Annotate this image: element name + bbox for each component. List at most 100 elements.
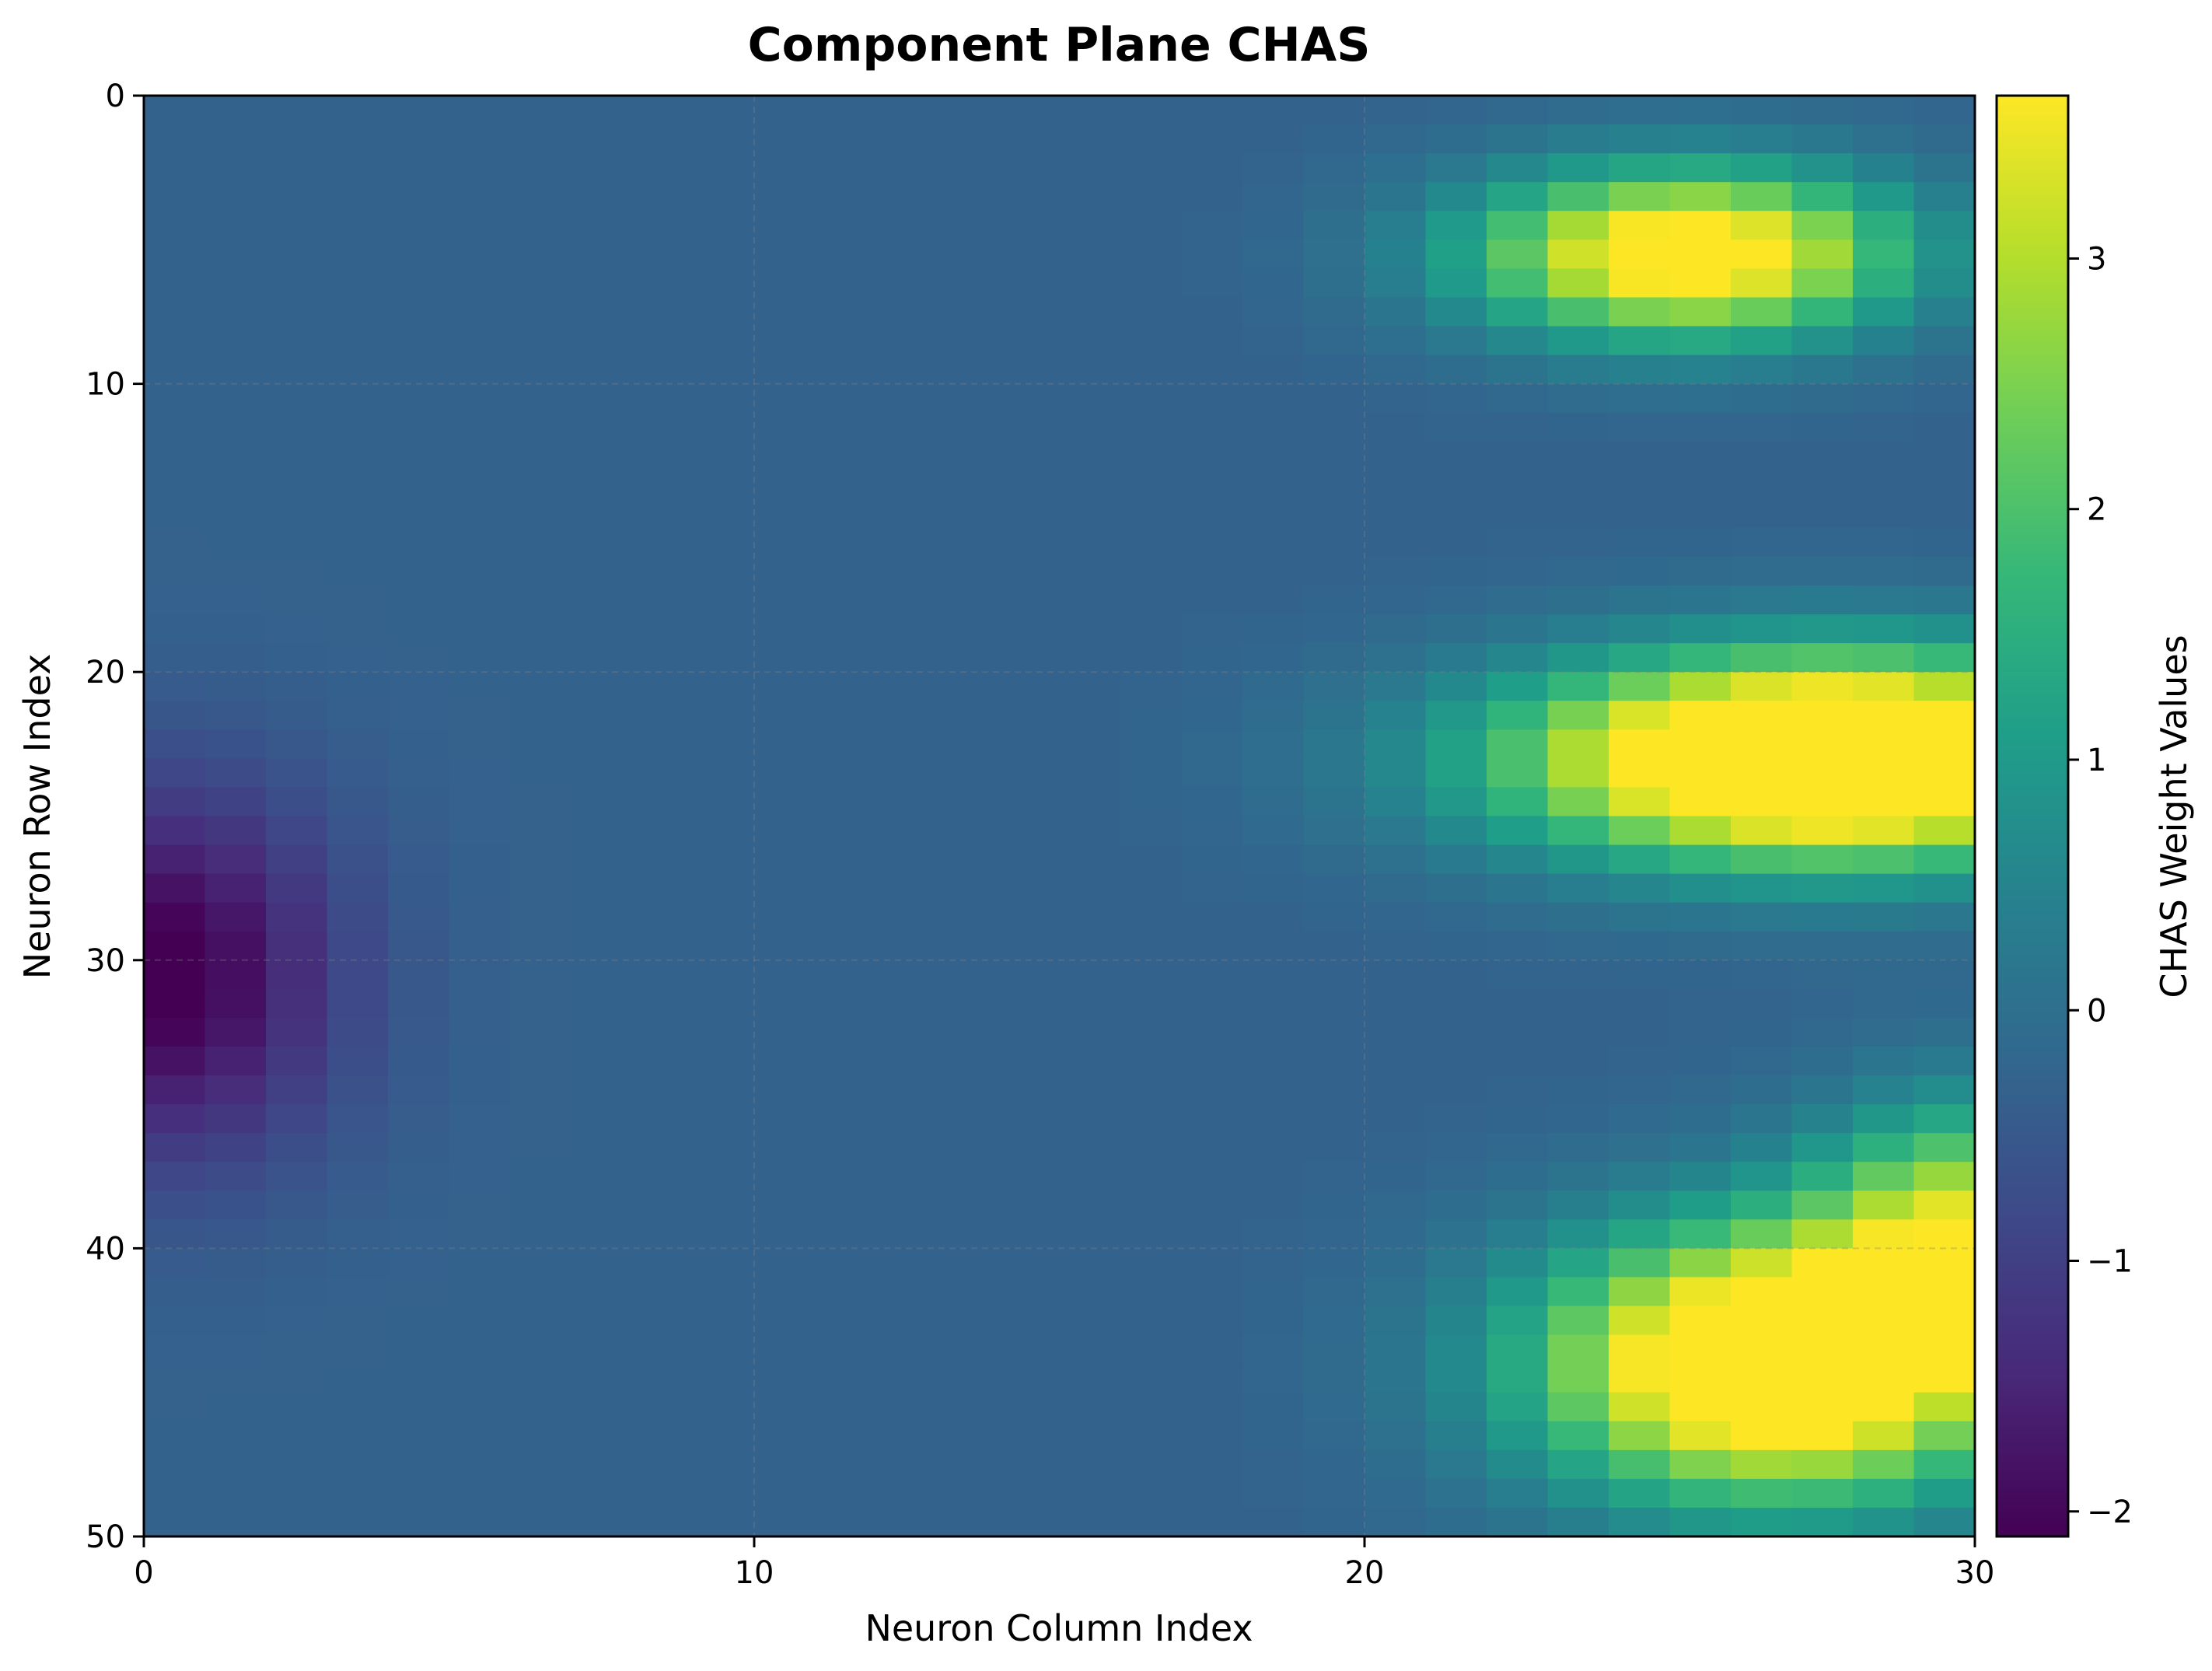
heatmap-cell: [1669, 1449, 1732, 1480]
heatmap-cell: [1731, 1277, 1793, 1307]
heatmap-cell: [1853, 1162, 1915, 1191]
heatmap-cell: [144, 960, 206, 990]
heatmap-cell: [144, 556, 206, 586]
heatmap-cell: [937, 1421, 999, 1451]
heatmap-cell: [1669, 153, 1732, 183]
heatmap-cell: [327, 902, 389, 932]
heatmap-cell: [937, 556, 999, 586]
heatmap-cell: [1242, 441, 1305, 471]
heatmap-cell: [815, 412, 877, 442]
heatmap-cell: [266, 844, 328, 875]
heatmap-cell: [1181, 1363, 1243, 1393]
heatmap-cell: [1242, 1392, 1305, 1422]
heatmap-cell: [1609, 931, 1671, 961]
heatmap-cell: [388, 1277, 450, 1307]
heatmap-cell: [1487, 988, 1549, 1019]
heatmap-cell: [1181, 326, 1243, 356]
heatmap-cell: [815, 1190, 877, 1220]
heatmap-cell: [1791, 1133, 1854, 1162]
heatmap-cell: [876, 960, 938, 990]
heatmap-cell: [1791, 1306, 1854, 1336]
heatmap-cell: [1913, 1017, 1976, 1047]
heatmap-cell: [1120, 672, 1183, 701]
heatmap-cell: [937, 326, 999, 356]
heatmap-cell: [1059, 1046, 1121, 1076]
heatmap-cell: [1913, 1277, 1976, 1307]
heatmap-cell: [204, 758, 267, 788]
heatmap-cell: [1547, 643, 1609, 673]
heatmap-cell: [632, 902, 694, 932]
heatmap-cell: [1791, 701, 1854, 730]
heatmap-cell: [1425, 326, 1487, 356]
heatmap-cell: [1303, 873, 1365, 904]
colorbar-tick-label: 2: [2087, 492, 2106, 528]
heatmap-cell: [510, 527, 572, 558]
heatmap-cell: [1303, 586, 1365, 615]
heatmap-cell: [510, 1507, 572, 1537]
heatmap-cell: [510, 758, 572, 788]
heatmap-cell: [449, 586, 511, 615]
heatmap-cell: [1913, 1133, 1976, 1162]
heatmap-cell: [1365, 960, 1427, 990]
heatmap-cell: [1303, 614, 1365, 644]
heatmap-cell: [1609, 701, 1671, 730]
heatmap-cell: [1669, 268, 1732, 299]
heatmap-cell: [1853, 1363, 1915, 1393]
heatmap-cell: [632, 1104, 694, 1134]
heatmap-cell: [204, 701, 267, 730]
heatmap-cell: [266, 498, 328, 529]
colorbar: [1995, 94, 2070, 1538]
heatmap-cell: [510, 902, 572, 932]
heatmap-cell: [449, 1017, 511, 1047]
heatmap-cell: [266, 412, 328, 442]
heatmap-cell: [1425, 1363, 1487, 1393]
heatmap-cell: [510, 556, 572, 586]
heatmap-cell: [1303, 383, 1365, 414]
heatmap-cell: [754, 1248, 816, 1278]
heatmap-cell: [1059, 1306, 1121, 1336]
heatmap-cell: [144, 153, 206, 183]
heatmap-cell: [815, 988, 877, 1019]
heatmap-cell: [571, 931, 633, 961]
heatmap-cell: [449, 758, 511, 788]
heatmap-cell: [1487, 211, 1549, 240]
heatmap-cell: [1242, 902, 1305, 932]
heatmap-cell: [1609, 960, 1671, 990]
heatmap-cell: [815, 326, 877, 356]
heatmap-cell: [1242, 873, 1305, 904]
heatmap-cell: [1853, 1449, 1915, 1480]
heatmap-cell: [1425, 1104, 1487, 1134]
heatmap-cell: [1181, 1017, 1243, 1047]
heatmap-cell: [449, 931, 511, 961]
heatmap-cell: [1669, 758, 1732, 788]
heatmap-cell: [693, 614, 755, 644]
colorbar-tick-label: 0: [2087, 993, 2106, 1029]
heatmap-cell: [1303, 1190, 1365, 1220]
heatmap-cell: [510, 441, 572, 471]
heatmap-cell: [1181, 1306, 1243, 1336]
heatmap-cell: [937, 672, 999, 701]
heatmap-cell: [327, 960, 389, 990]
heatmap-cell: [1242, 816, 1305, 846]
heatmap-cell: [1181, 614, 1243, 644]
heatmap-cell: [1120, 1392, 1183, 1422]
heatmap-cell: [1913, 1190, 1976, 1220]
heatmap-cell: [1181, 988, 1243, 1019]
heatmap-cell: [1913, 124, 1976, 154]
heatmap-cell: [204, 614, 267, 644]
heatmap-cell: [815, 643, 877, 673]
heatmap-cell: [266, 182, 328, 211]
heatmap-cell: [1731, 441, 1793, 471]
heatmap-cell: [510, 1248, 572, 1278]
heatmap-cell: [998, 1162, 1061, 1191]
heatmap-cell: [693, 297, 755, 327]
heatmap-cell: [1669, 556, 1732, 586]
heatmap-cell: [1853, 383, 1915, 414]
heatmap-cell: [1059, 527, 1121, 558]
heatmap-cell: [1425, 988, 1487, 1019]
heatmap-cell: [1547, 1133, 1609, 1162]
heatmap-cell: [1731, 1449, 1793, 1480]
heatmap-cell: [204, 268, 267, 299]
heatmap-cell: [1669, 1248, 1732, 1278]
heatmap-cell: [1731, 758, 1793, 788]
